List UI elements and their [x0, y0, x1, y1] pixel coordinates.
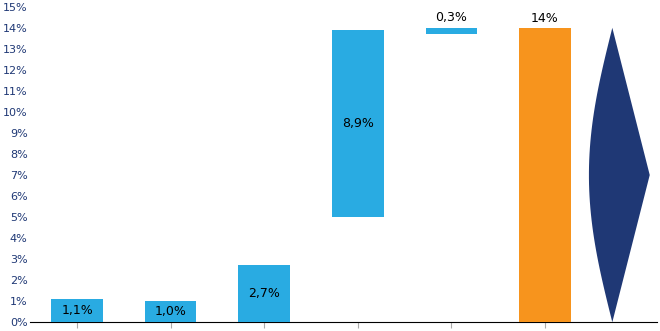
Bar — [332, 30, 383, 217]
Text: 8,9%: 8,9% — [342, 117, 374, 130]
Text: 1,0%: 1,0% — [154, 305, 187, 318]
Bar — [51, 299, 103, 322]
Text: 1,1%: 1,1% — [61, 304, 93, 317]
Bar — [238, 265, 290, 322]
Bar — [519, 28, 571, 322]
Bar — [145, 301, 197, 322]
Polygon shape — [589, 28, 649, 322]
Text: 14%: 14% — [531, 12, 559, 24]
Text: 0,3%: 0,3% — [436, 11, 467, 24]
Bar — [426, 28, 477, 34]
Text: 2,7%: 2,7% — [248, 287, 280, 300]
